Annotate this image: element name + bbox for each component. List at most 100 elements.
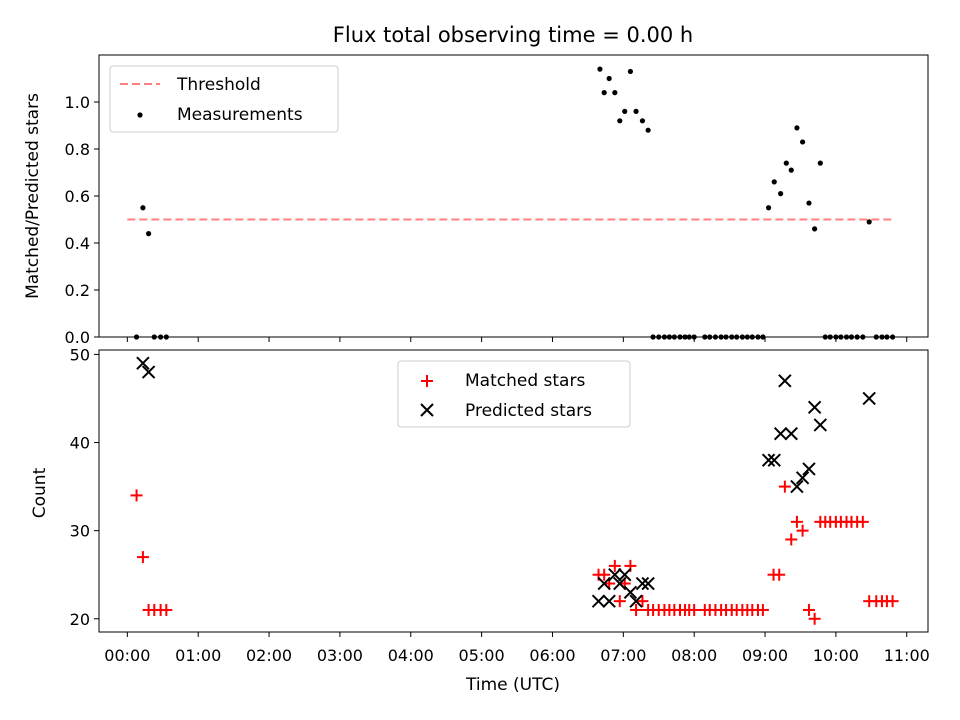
bottom-y-tick-label: 50: [70, 345, 90, 364]
predicted-legend-label: Predicted stars: [465, 401, 592, 421]
measurement-point: [639, 118, 646, 124]
x-tick-label: 09:00: [742, 646, 788, 665]
matched-star-point: [790, 515, 803, 528]
x-tick-label: 10:00: [813, 646, 859, 665]
predicted-star-diag-b: [807, 400, 822, 414]
x-axis-label: Time (UTC): [465, 675, 560, 695]
predicted-star-diag-b: [597, 576, 611, 591]
measurement-point: [612, 90, 618, 96]
predicted-star-diag-b: [813, 418, 828, 432]
top-y-ticks: 0.0 0.2 0.4 0.6 0.8 1.0: [65, 93, 99, 347]
predicted-star-point: [862, 391, 876, 406]
matched-star-point: [630, 603, 643, 616]
predicted-star-diag-b: [608, 568, 622, 582]
top-axes-frame: [98, 54, 929, 338]
measurement-point: [597, 66, 603, 72]
matched-star-point: [130, 489, 143, 502]
predicted-star-diag-b: [761, 453, 776, 467]
x-tick-label: 07:00: [600, 646, 646, 665]
predicted-star-point: [778, 374, 792, 388]
top-y-tick-label: 0.8: [65, 140, 90, 159]
matched-star-point: [785, 533, 798, 546]
predicted-star-point: [602, 594, 616, 608]
measurements-legend-label: Measurements: [177, 105, 303, 125]
predicted-star-point: [618, 568, 632, 582]
predicted-star-point: [790, 479, 804, 494]
matched-star-point: [636, 595, 649, 608]
x-tick-label: 05:00: [459, 646, 505, 665]
matched-legend-label: Matched stars: [465, 371, 585, 391]
predicted-star-point: [608, 568, 622, 582]
measurement-point: [778, 191, 784, 197]
matched-star-point: [773, 568, 786, 581]
predicted-star-point: [807, 400, 822, 414]
x-tick-label: 06:00: [529, 646, 575, 665]
predicted-star-point: [613, 576, 627, 591]
bottom-axes-frame: [98, 349, 929, 633]
predicted-star-diag-b: [602, 594, 616, 608]
bottom-y-tick-label: 40: [70, 434, 90, 453]
matched-star-point: [808, 612, 821, 625]
predicted-star-point: [761, 453, 776, 467]
matched-star-point: [886, 595, 899, 608]
matched-star-point: [613, 595, 626, 608]
top-y-axis-label: Matched/Predicted stars: [23, 93, 43, 299]
x-tick-label: 01:00: [175, 646, 221, 665]
predicted-star-point: [629, 594, 643, 608]
predicted-star-diag-b: [790, 479, 804, 494]
matched-star-point: [796, 524, 809, 537]
predicted-star-point: [795, 471, 810, 485]
matched-legend-swatch: [421, 375, 433, 387]
chart-title: Flux total observing time = 0.00 h: [333, 23, 693, 47]
top-x-ticks: [126, 337, 908, 342]
predicted-star-diag-b: [635, 576, 650, 591]
measurement-point: [765, 205, 772, 211]
measurement-point: [645, 127, 651, 133]
measurements-legend-swatch: [137, 112, 143, 118]
predicted-star-diag-b: [778, 374, 792, 388]
top-panel: 0.0 0.2 0.4 0.6 0.8 1.0 Matched/Predicted sta…: [23, 54, 929, 347]
x-tick-label: 11:00: [884, 646, 930, 665]
measurement-point: [794, 125, 800, 131]
predicted-star-diag-b: [767, 453, 781, 467]
bottom-y-tick-label: 30: [70, 522, 90, 541]
matched-star-point: [136, 551, 149, 564]
x-tick-label: 08:00: [671, 646, 717, 665]
measurement-point: [617, 118, 623, 124]
predicted-star-diag-b: [613, 576, 627, 591]
x-tick-label: 00:00: [104, 646, 150, 665]
measurement-point: [817, 160, 823, 166]
threshold-legend-label: Threshold: [176, 75, 261, 95]
predicted-star-diag-b: [641, 576, 655, 591]
predicted-star-point: [784, 427, 798, 441]
predicted-star-point: [635, 576, 650, 591]
predicted-star-diag-b: [618, 568, 632, 582]
predicted-star-point: [802, 462, 816, 476]
measurement-point: [606, 75, 612, 82]
predicted-star-point: [597, 576, 611, 591]
predicted-star-diag-b: [623, 585, 638, 600]
top-y-tick-label: 0.4: [65, 234, 90, 253]
bottom-y-ticks: 20 30 40 50: [70, 345, 99, 629]
top-y-tick-label: 0.6: [65, 187, 90, 206]
predicted-star-point: [767, 453, 781, 467]
matched-star-point: [856, 515, 869, 528]
predicted-star-point: [141, 365, 156, 379]
predicted-star-diag-b: [795, 471, 810, 485]
matched-star-point: [598, 568, 611, 581]
predicted-star-point: [813, 418, 828, 432]
x-tick-label: 03:00: [317, 646, 363, 665]
top-y-tick-label: 0.2: [65, 281, 90, 300]
x-tick-label: 02:00: [246, 646, 292, 665]
predicted-star-point: [773, 427, 788, 441]
predicted-legend-swatch: [420, 403, 434, 417]
x-tick-label: 04:00: [388, 646, 434, 665]
matched-star-point: [608, 559, 621, 572]
measurement-point: [140, 205, 146, 211]
top-legend-box: [109, 65, 339, 133]
predicted-star-point: [136, 356, 150, 370]
predicted-star-diag-b: [784, 427, 798, 441]
matched-star-point: [778, 480, 791, 493]
